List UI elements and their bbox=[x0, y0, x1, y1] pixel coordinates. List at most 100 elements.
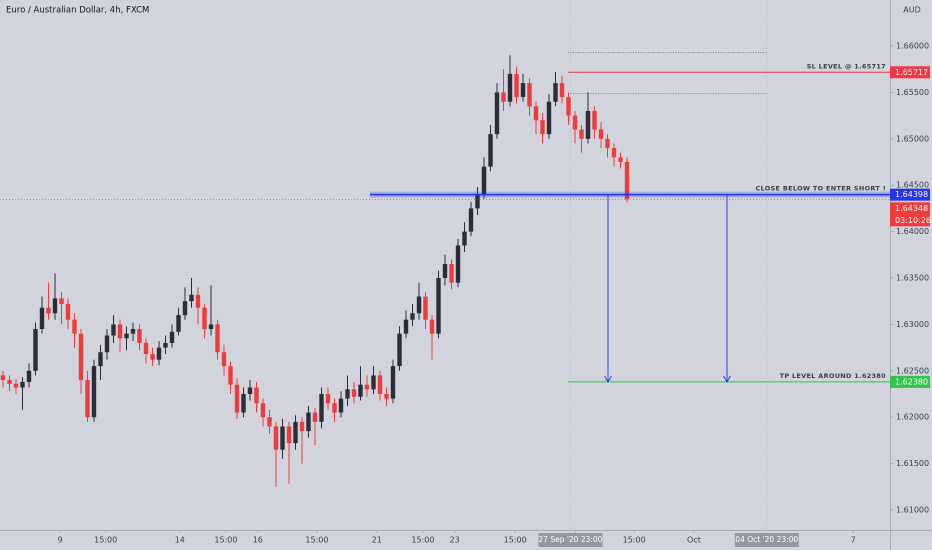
candle-body bbox=[527, 83, 532, 107]
candle-body bbox=[559, 83, 565, 98]
y-tick-label: 1.66000 bbox=[896, 42, 929, 51]
candle-body bbox=[59, 298, 64, 304]
y-tick-label: 1.62000 bbox=[896, 413, 929, 422]
candle-body bbox=[46, 307, 51, 314]
candle-body bbox=[605, 138, 610, 149]
level-label: CLOSE BELOW TO ENTER SHORT ! bbox=[755, 185, 886, 193]
candle-body bbox=[299, 421, 305, 432]
last-price-box bbox=[890, 202, 930, 227]
candle-body bbox=[585, 110, 591, 139]
candle-body bbox=[202, 307, 207, 330]
candle-body bbox=[273, 426, 279, 450]
level-label: TP LEVEL AROUND 1.62380 bbox=[780, 372, 887, 380]
x-tick-label: 23 bbox=[450, 536, 460, 545]
candle-body bbox=[267, 417, 272, 427]
candle-body bbox=[436, 277, 441, 334]
candle-body bbox=[572, 115, 578, 130]
level-tag-box bbox=[890, 188, 930, 201]
candle-body bbox=[468, 208, 474, 232]
x-tick-label: Oct bbox=[687, 536, 701, 545]
crosshair-label-box bbox=[734, 533, 799, 547]
y-tick-label: 1.62500 bbox=[896, 366, 929, 375]
candle-body bbox=[117, 324, 123, 339]
candle-body bbox=[546, 101, 552, 135]
candle-body bbox=[598, 129, 604, 139]
candle-body bbox=[33, 329, 38, 371]
x-tick-label: 7 bbox=[851, 536, 856, 545]
candle-body bbox=[169, 331, 175, 343]
candle-body bbox=[39, 307, 45, 330]
candle-body bbox=[20, 381, 25, 388]
x-tick-label: 15:00 bbox=[504, 536, 527, 545]
candle-body bbox=[462, 231, 467, 246]
candle-body bbox=[72, 319, 77, 334]
candle-body bbox=[384, 393, 389, 399]
candle-body bbox=[156, 347, 162, 360]
candle-body bbox=[52, 298, 58, 314]
candle-body bbox=[176, 315, 181, 332]
candle-body bbox=[488, 134, 493, 167]
candle-body bbox=[293, 421, 298, 444]
candle-body bbox=[481, 166, 487, 195]
candle-body bbox=[286, 426, 292, 444]
y-tick-label: 1.64000 bbox=[896, 227, 929, 236]
x-tick-label: 14 bbox=[175, 536, 185, 545]
last-price-tag: 1.64348 bbox=[895, 204, 928, 213]
candle-body bbox=[150, 354, 155, 360]
y-tick-label: 1.65000 bbox=[896, 134, 929, 143]
candle-body bbox=[163, 342, 168, 348]
candle-body bbox=[520, 83, 526, 98]
candle-body bbox=[0, 375, 6, 381]
candle-body bbox=[442, 264, 448, 278]
candle-body bbox=[319, 393, 324, 422]
candle-body bbox=[195, 294, 201, 308]
candle-body bbox=[260, 403, 266, 418]
candle-body bbox=[104, 335, 110, 353]
candle-body bbox=[26, 370, 32, 382]
candle-body bbox=[312, 412, 318, 422]
y-tick-label: 1.63500 bbox=[896, 273, 929, 282]
candle-body bbox=[410, 313, 415, 320]
x-tick-label: 9 bbox=[58, 536, 63, 545]
candle-body bbox=[306, 412, 311, 432]
candle-body bbox=[618, 157, 623, 163]
crosshair-label: 27 Sep '20 23:00 bbox=[538, 535, 602, 544]
candle-body bbox=[65, 303, 71, 320]
candle-body bbox=[507, 73, 513, 102]
candle-body bbox=[351, 389, 357, 397]
chart-title: Euro / Australian Dollar, 4h, FXCM bbox=[6, 6, 149, 16]
y-tick-label: 1.65500 bbox=[896, 88, 929, 97]
candle-body bbox=[449, 264, 454, 283]
currency-label: AUD bbox=[903, 6, 921, 15]
candle-body bbox=[475, 194, 480, 209]
candle-body bbox=[215, 324, 220, 353]
candle-body bbox=[182, 301, 188, 316]
candle-body bbox=[78, 333, 84, 381]
candle-body bbox=[371, 375, 376, 390]
arrow-head bbox=[604, 375, 612, 383]
candle-body bbox=[429, 319, 435, 334]
candle-body bbox=[13, 383, 19, 388]
candle-body bbox=[325, 393, 331, 404]
x-tick-label: 15:00 bbox=[305, 536, 328, 545]
candle-body bbox=[208, 324, 214, 330]
candle-body bbox=[98, 352, 103, 367]
candle-body bbox=[611, 148, 617, 158]
candle-body bbox=[189, 294, 194, 302]
candle-body bbox=[514, 73, 519, 98]
y-tick-label: 1.63000 bbox=[896, 320, 929, 329]
candle-body bbox=[501, 92, 506, 102]
x-tick-label: 15:00 bbox=[623, 536, 646, 545]
candle-body bbox=[85, 380, 90, 418]
candle-body bbox=[91, 366, 97, 418]
y-tick-label: 1.61500 bbox=[896, 459, 929, 468]
x-tick-label: 21 bbox=[372, 536, 382, 545]
candle-body bbox=[540, 120, 545, 135]
candle-body bbox=[247, 387, 253, 394]
candle-body bbox=[624, 162, 630, 200]
candle-body bbox=[130, 329, 136, 334]
level-tag: 1.62380 bbox=[895, 377, 928, 386]
